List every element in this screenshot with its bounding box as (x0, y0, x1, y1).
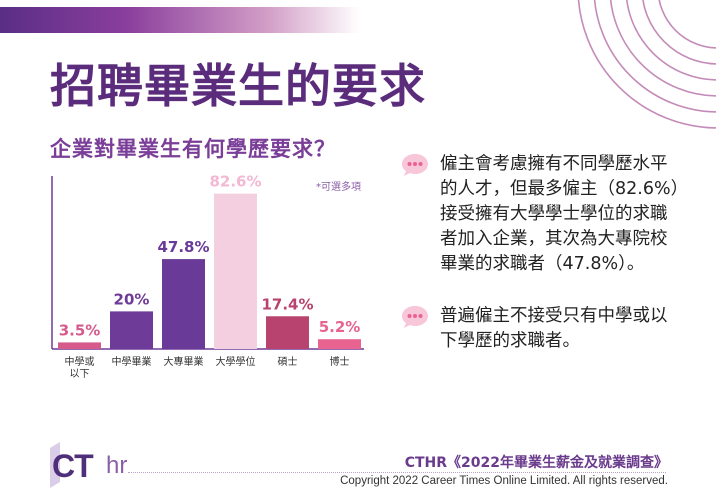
data-label: 82.6% (209, 173, 261, 191)
category-label: 中學畢業 (112, 355, 152, 368)
data-label: 3.5% (59, 321, 101, 339)
bar-0 (58, 342, 101, 349)
chart-note: *可選多項 (316, 180, 361, 193)
bar-2 (162, 259, 205, 349)
chart-subtitle: 企業對畢業生有何學歷要求？ (50, 137, 336, 161)
copyright-text: Copyright 2022 Career Times Online Limit… (340, 475, 668, 487)
category-label: 大學學位 (216, 355, 256, 368)
data-label: 20% (114, 290, 150, 308)
source-title: CTHR《2022年畢業生薪金及就業調查》 (404, 455, 668, 471)
bar-5 (318, 339, 361, 349)
bullet-text: 僱主會考慮擁有不同學歷水平的人才，但最多僱主（82.6%）接受擁有大學學士學位的… (440, 154, 680, 274)
data-label: 5.2% (319, 318, 361, 336)
speech-bubble-icon (402, 306, 428, 328)
cthr-logo: CT hr (48, 442, 138, 490)
bar-chart: 3.5% 中學或以下 20% 中學畢業 47.8% 大專畢業 82.6% 大學學位 17.4% 碩… (51, 173, 364, 380)
footer-divider (128, 472, 666, 473)
category-label: 博士 (330, 355, 350, 368)
logo-ct-text: CT (52, 448, 94, 484)
bar-3 (214, 193, 257, 349)
category-label: 碩士 (278, 355, 298, 368)
bullet-text: 普遍僱主不接受只有中學或以下學歷的求職者。 (440, 306, 668, 351)
decorative-arcs (577, 0, 716, 129)
top-gradient-bar (0, 7, 360, 33)
page-title: 招聘畢業生的要求 (50, 59, 426, 113)
category-label: 以下 (70, 369, 90, 380)
bar-1 (110, 311, 153, 349)
data-label: 47.8% (157, 238, 209, 256)
speech-bubble-icon (402, 154, 428, 176)
data-label: 17.4% (261, 295, 313, 313)
logo-hr-text: hr (106, 452, 128, 479)
category-label: 中學或 (65, 355, 95, 368)
category-label: 大專畢業 (164, 355, 204, 368)
bar-4 (266, 316, 309, 349)
